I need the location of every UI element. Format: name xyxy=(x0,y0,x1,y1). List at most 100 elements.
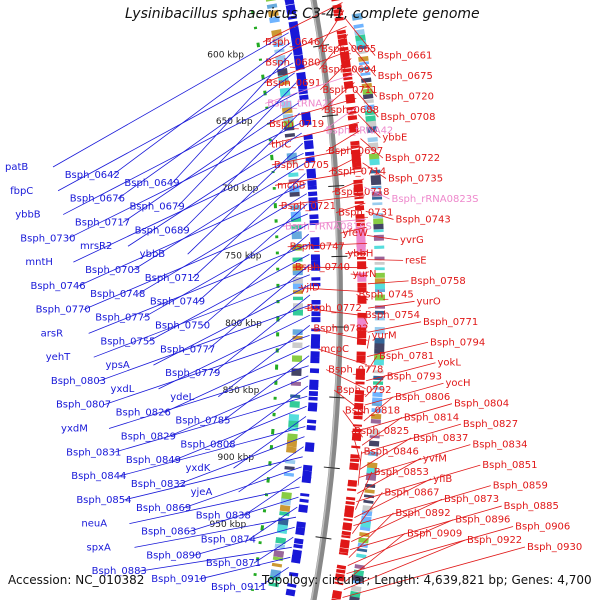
reverse-gene-track-segment xyxy=(287,583,297,588)
cog-track-reverse-segment xyxy=(277,68,288,76)
label-connector xyxy=(68,122,301,239)
label-connector xyxy=(346,526,514,574)
gene-label-forward: Bsph_0731 xyxy=(338,208,393,219)
label-connector xyxy=(148,254,310,342)
gene-label-reverse: Bsph_0863 xyxy=(141,527,196,538)
gene-label-reverse: Bsph_0748 xyxy=(90,289,145,300)
label-connector xyxy=(359,437,412,470)
tick-dot-track-segment xyxy=(251,10,255,15)
gene-label-forward: Bsph_0718 xyxy=(334,187,389,198)
gene-label-forward: yjlD xyxy=(301,283,320,294)
gene-label-forward: Bsph_0697 xyxy=(328,146,383,157)
reverse-gene-track-segment xyxy=(299,94,309,101)
gene-label-reverse: ybbB xyxy=(140,249,166,260)
gene-label-reverse: Bsph_0874 xyxy=(201,534,256,545)
gene-label-reverse: yxdL xyxy=(111,384,135,395)
cog-track-reverse-segment xyxy=(273,549,285,558)
cog-track-reverse-segment xyxy=(287,433,298,441)
gene-label-reverse: Bsph_0831 xyxy=(66,447,121,458)
label-connector xyxy=(367,300,415,309)
gene-label-forward: Bsph_0781 xyxy=(379,351,434,362)
gene-label-reverse: Bsph_0649 xyxy=(124,178,179,189)
cog-track-forward-segment xyxy=(364,109,376,116)
reverse-gene-track-segment xyxy=(298,504,309,513)
label-connector xyxy=(52,32,289,168)
gene-label-forward: Bsph_0646 xyxy=(265,37,320,48)
forward-gene-track-segment xyxy=(332,589,343,597)
label-connector xyxy=(364,382,444,406)
gene-label-forward: Bsph_0782 xyxy=(313,324,368,335)
tick-label: 900 kbp xyxy=(217,453,254,463)
label-connector xyxy=(83,213,308,311)
label-connector xyxy=(350,273,368,277)
label-connector xyxy=(320,58,352,91)
label-connector xyxy=(202,233,309,326)
label-connector xyxy=(347,519,454,566)
gene-label-forward: Bsph_0922 xyxy=(467,535,522,546)
label-connector xyxy=(360,138,384,159)
label-connector xyxy=(362,314,369,325)
label-connector xyxy=(117,72,295,200)
gene-label-forward: Bsph_0818 xyxy=(345,406,400,417)
reverse-gene-track-segment xyxy=(303,134,313,140)
gene-label-forward: Bsph_0814 xyxy=(404,412,459,423)
gene-label-forward: yfeW xyxy=(342,228,368,239)
label-connector xyxy=(124,456,303,501)
label-connector xyxy=(363,396,394,422)
gene-label-forward: Bsph_0708 xyxy=(380,112,435,123)
label-connector xyxy=(263,50,351,84)
gene-label-forward: Bsph_0827 xyxy=(463,419,518,430)
label-connector xyxy=(188,496,299,532)
label-connector xyxy=(344,533,406,582)
reverse-gene-track-segment xyxy=(288,571,299,577)
rna-gene-segment xyxy=(356,226,366,252)
gene-label-reverse: yjeA xyxy=(191,487,213,498)
label-connector xyxy=(298,287,369,293)
gene-label-forward: Bsph_0758 xyxy=(411,276,466,287)
cog-track-reverse-segment xyxy=(266,3,278,9)
label-connector xyxy=(342,546,526,598)
label-connector xyxy=(345,251,368,254)
forward-gene-track-segment xyxy=(331,598,341,600)
label-connector xyxy=(248,506,298,540)
tick-dot-track-segment xyxy=(263,90,267,96)
gene-label-reverse: Bsph_0689 xyxy=(135,225,190,236)
gene-label-forward: yfiB xyxy=(433,474,452,485)
gene-label-reverse: fbpC xyxy=(10,186,33,197)
gene-label-reverse: Bsph_0849 xyxy=(126,455,181,466)
cog-track-reverse-segment xyxy=(276,524,288,535)
gene-label-forward: Bsph_0743 xyxy=(396,214,451,225)
label-connector xyxy=(73,152,304,263)
gene-label-forward: Bsph_0735 xyxy=(388,173,443,184)
label-connector xyxy=(332,178,364,193)
label-connector xyxy=(271,146,362,166)
gene-label-reverse: ybbB xyxy=(15,210,41,221)
gene-label-reverse: Bsph_0755 xyxy=(100,336,155,347)
forward-gene-track-segment xyxy=(336,29,347,35)
gene-label-reverse: Bsph_0838 xyxy=(196,511,251,522)
gene-label-reverse: Bsph_0871 xyxy=(206,558,261,569)
gene-label-reverse: neuA xyxy=(81,519,107,530)
cog-track-forward-segment xyxy=(366,462,378,469)
gene-label-forward: Bsph_0804 xyxy=(454,399,509,410)
forward-gene-track-segment xyxy=(340,55,350,61)
cog-track-forward-segment xyxy=(350,585,362,593)
forward-gene-track-segment xyxy=(347,115,358,121)
gene-label-forward: Bsph_0892 xyxy=(395,508,450,519)
gene-label-forward: Bsph_0806 xyxy=(395,392,450,403)
gene-label-forward: Bsph_0930 xyxy=(527,542,582,553)
gene-label-reverse: Bsph_0803 xyxy=(51,376,106,387)
gene-label-forward: Bsph_0851 xyxy=(482,460,537,471)
reverse-gene-track-segment xyxy=(297,83,308,90)
forward-gene-track-segment xyxy=(337,33,347,40)
gene-label-forward: Bsph_0691 xyxy=(266,78,321,89)
reverse-gene-track-segment xyxy=(302,464,313,472)
gene-label-reverse: Bsph_0779 xyxy=(165,368,220,379)
label-connector xyxy=(364,186,390,200)
accession-label: Accession: NC_010382 xyxy=(8,573,145,587)
gene-label-reverse: ydeL xyxy=(170,392,194,403)
gene-label-reverse: Bsph_0750 xyxy=(155,320,210,331)
forward-gene-track-segment xyxy=(331,594,342,600)
cog-track-reverse-segment xyxy=(271,29,283,37)
forward-gene-track-segment xyxy=(339,46,349,52)
